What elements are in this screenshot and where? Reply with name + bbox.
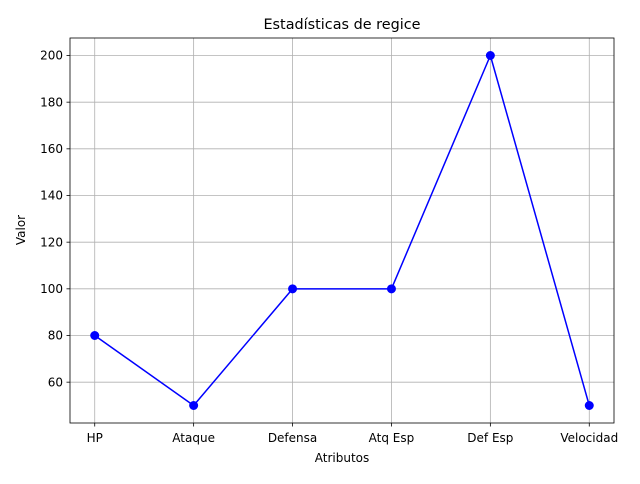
- y-tick-label: 120: [40, 235, 63, 249]
- y-tick-label: 180: [40, 95, 63, 109]
- data-point-marker: [386, 284, 396, 294]
- x-tick-label: Def Esp: [467, 431, 513, 445]
- y-tick-label: 100: [40, 282, 63, 296]
- data-point-marker: [584, 401, 594, 410]
- y-tick-label: 80: [48, 329, 63, 343]
- x-tick-label: Velocidad: [560, 431, 618, 445]
- plot-frame: [69, 37, 615, 424]
- chart-title: Estadísticas de regice: [263, 17, 420, 33]
- data-point-marker: [90, 331, 100, 340]
- grid-lines: [70, 38, 614, 423]
- tick-marks: [66, 55, 590, 427]
- x-tick-label: HP: [87, 431, 103, 445]
- y-tick-label: 60: [48, 375, 63, 389]
- axes: [69, 37, 615, 424]
- x-tick-label: Ataque: [172, 431, 215, 445]
- data-series: [90, 51, 594, 410]
- x-tick-label: Atq Esp: [369, 431, 415, 445]
- data-point-marker: [189, 401, 199, 410]
- tick-labels: HP Ataque Defensa Atq Esp Def Esp Velocidad 60…: [40, 49, 618, 445]
- y-tick-label: 160: [40, 142, 63, 156]
- y-tick-label: 200: [40, 49, 63, 63]
- y-tick-label: 140: [40, 189, 63, 203]
- series-line: [94, 54, 590, 407]
- x-axis-label: Atributos: [315, 451, 370, 465]
- data-point-marker: [485, 51, 495, 60]
- data-point-marker: [288, 284, 298, 294]
- x-tick-label: Defensa: [268, 431, 317, 445]
- y-axis-label: Valor: [14, 215, 28, 245]
